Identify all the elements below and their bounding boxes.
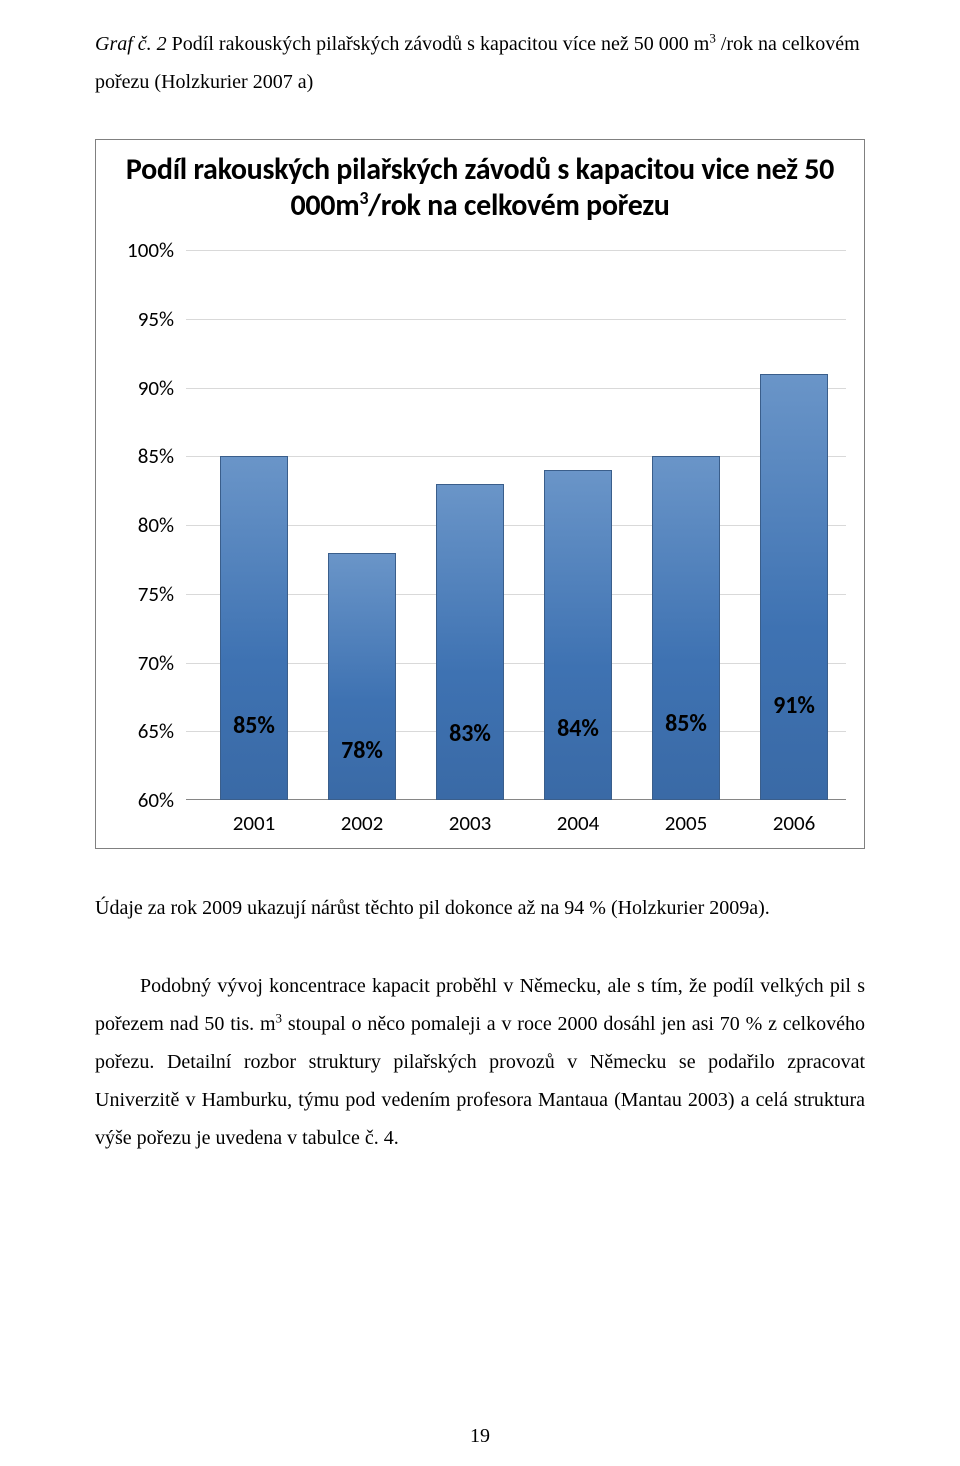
chart-x-tick-label: 2005 [665,810,708,836]
body-paragraph-1: Údaje za rok 2009 ukazují nárůst těchto … [95,889,865,927]
chart-x-tick-label: 2006 [773,810,816,836]
chart-y-tick-label: 75% [95,581,174,607]
chart-title-sup: 3 [359,187,368,209]
figure-caption-text-1: Podíl rakouských pilařských závodů s kap… [167,33,710,55]
chart-y-tick-label: 80% [95,512,174,538]
chart-x-tick-label: 2001 [233,810,276,836]
body-paragraph-2: Podobný vývoj koncentrace kapacit proběh… [95,967,865,1157]
chart-x-tick-label: 2002 [341,810,384,836]
chart-x-tick-label: 2003 [449,810,492,836]
chart-bar-value-label: 85% [220,711,288,740]
chart-bar-fill [652,456,720,800]
page-number: 19 [0,1425,960,1448]
chart-y-tick-label: 70% [95,650,174,676]
chart-plot: 60%65%70%75%80%85%90%95%100%85%200178%20… [186,250,846,800]
chart-y-tick-label: 60% [95,787,174,813]
chart-bar-fill [436,484,504,800]
chart-gridline [186,388,846,389]
chart-bar-value-label: 83% [436,719,504,748]
figure-caption: Graf č. 2 Podíl rakouských pilařských zá… [95,25,865,101]
chart-bar-value-label: 84% [544,714,612,743]
chart-bar-value-label: 78% [328,736,396,765]
chart-bar: 91% [760,374,828,800]
chart-bar: 83% [436,484,504,800]
chart-bar-value-label: 85% [652,709,720,738]
chart-bar: 78% [328,553,396,801]
chart-title: Podíl rakouských pilařských závodů s kap… [96,152,864,224]
chart-frame: Podíl rakouských pilařských závodů s kap… [95,139,865,849]
chart-bar-fill [220,456,288,800]
chart-title-text-2: /rok na celkovém pořezu [368,187,669,224]
chart-bar-fill [760,374,828,800]
chart-y-tick-label: 85% [95,443,174,469]
chart-bar-fill [544,470,612,800]
chart-y-tick-label: 100% [95,237,174,263]
chart-gridline [186,250,846,251]
chart-bar: 85% [220,456,288,800]
chart-gridline [186,319,846,320]
body-paragraph-1-text: Údaje za rok 2009 ukazují nárůst těchto … [95,897,770,919]
figure-caption-label: Graf č. 2 [95,33,167,55]
chart-bar: 84% [544,470,612,800]
chart-bar-value-label: 91% [760,691,828,720]
chart-x-tick-label: 2004 [557,810,600,836]
chart-y-tick-label: 65% [95,718,174,744]
chart-bar: 85% [652,456,720,800]
chart-y-tick-label: 90% [95,375,174,401]
chart-y-tick-label: 95% [95,306,174,332]
